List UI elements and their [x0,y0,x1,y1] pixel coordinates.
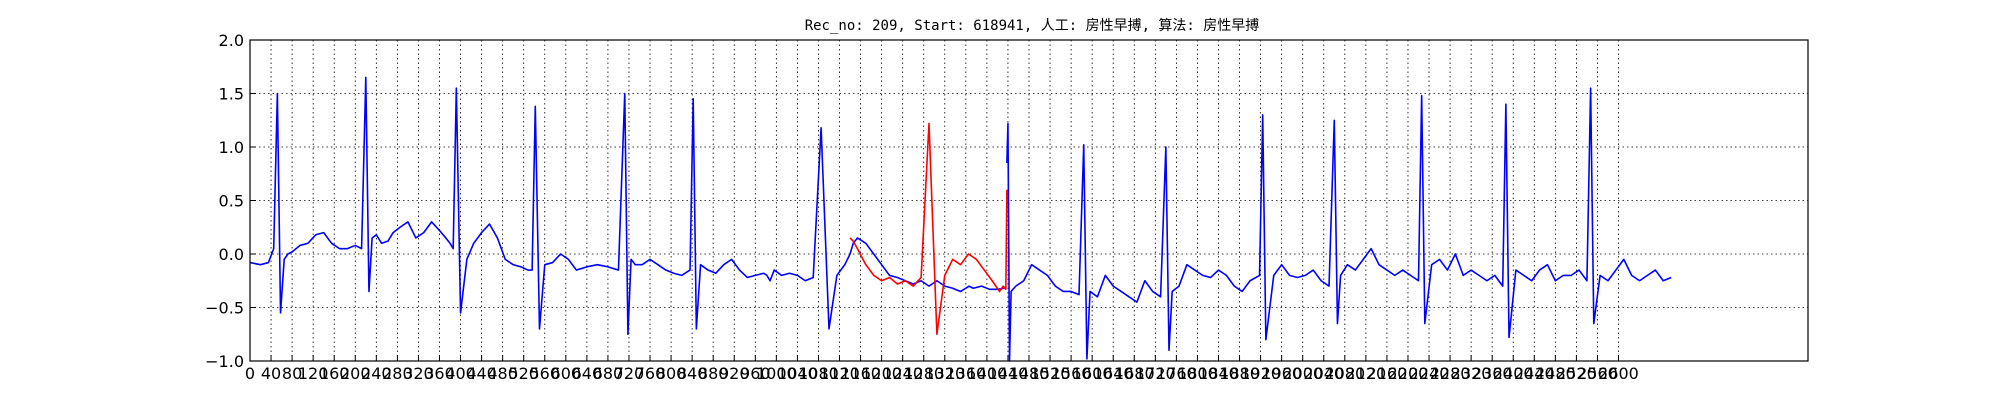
x-tick-label: 1880 [1219,364,1260,383]
x-tick-label: 520 [508,364,539,383]
x-tick-label: 2280 [1430,364,1471,383]
x-tick-label: 2120 [1346,364,1387,383]
x-tick-label: 880 [698,364,729,383]
x-tick-label: 2320 [1451,364,1492,383]
x-tick-label: 1120 [819,364,860,383]
x-tick-label: 1000 [756,364,797,383]
x-tick-label: 1360 [945,364,986,383]
x-axis-ticks: 0 40 8012016020024028032036040044048052056… [245,355,1639,383]
x-tick-label: 1480 [1009,364,1050,383]
x-tick-label: 360 [424,364,455,383]
x-tick-label: 0 [245,364,255,383]
x-tick-label: 440 [466,364,497,383]
grid-lines [250,40,1808,361]
ecg-trace-segment-1 [249,76,1005,336]
x-tick-label: 2000 [1282,364,1323,383]
y-tick-label: 0.0 [219,245,244,264]
x-tick-label: 80 [282,364,302,383]
x-tick-label: 1200 [861,364,902,383]
x-tick-label: 960 [740,364,771,383]
x-tick-label: 2520 [1556,364,1597,383]
y-tick-label: 2.0 [219,31,244,50]
x-tick-label: 1560 [1051,364,1092,383]
chart-title: Rec_no: 209, Start: 618941, 人工: 房性早搏, 算法… [805,17,1260,34]
ecg-trace-segment-2 [849,122,1008,336]
x-tick-label: 680 [593,364,624,383]
x-tick-label: 2480 [1535,364,1576,383]
x-tick-label: 1240 [882,364,923,383]
x-tick-label: 1840 [1198,364,1239,383]
x-tick-label: 2600 [1598,364,1639,383]
x-tick-label: 1080 [798,364,839,383]
x-tick-label: 240 [361,364,392,383]
y-tick-label: 1.0 [219,138,244,157]
y-axis-ticks: −1.0 −0.5 0.0 0.5 1.0 1.5 2.0 [205,31,256,371]
x-tick-label: 200 [340,364,371,383]
x-tick-label: 2400 [1493,364,1534,383]
x-tick-label: 920 [719,364,750,383]
x-tick-label: 120 [298,364,329,383]
y-tick-label: 1.5 [219,85,244,104]
x-tick-label: 1520 [1030,364,1071,383]
ecg-traces [249,76,1672,362]
x-tick-label: 2240 [1409,364,1450,383]
y-tick-label: 0.5 [219,192,244,211]
x-tick-label: 480 [487,364,518,383]
y-tick-label: −1.0 [205,352,244,371]
x-tick-label: 1040 [777,364,818,383]
x-tick-label: 280 [382,364,413,383]
x-tick-label: 720 [614,364,645,383]
x-tick-label: 1720 [1135,364,1176,383]
x-tick-label: 840 [677,364,708,383]
x-tick-label: 1960 [1261,364,1302,383]
ecg-trace-segment-3 [1006,87,1672,362]
x-tick-label: 600 [551,364,582,383]
x-tick-label: 1920 [1240,364,1281,383]
x-tick-label: 2160 [1367,364,1408,383]
x-tick-label: 2440 [1514,364,1555,383]
x-tick-label: 800 [656,364,687,383]
x-tick-label: 1640 [1093,364,1134,383]
x-tick-label: 1680 [1114,364,1155,383]
y-tick-label: −0.5 [205,299,244,318]
x-tick-label: 2360 [1472,364,1513,383]
x-tick-label: 1160 [840,364,881,383]
x-tick-label: 1760 [1156,364,1197,383]
x-tick-label: 1600 [1072,364,1113,383]
x-tick-label: 2200 [1388,364,1429,383]
x-tick-label: 1280 [903,364,944,383]
x-tick-label: 1800 [1177,364,1218,383]
x-tick-label: 400 [445,364,476,383]
x-tick-label: 760 [635,364,666,383]
x-tick-label: 640 [572,364,603,383]
x-tick-label: 2040 [1303,364,1344,383]
x-tick-label: 40 [261,364,281,383]
x-tick-label: 2560 [1577,364,1618,383]
x-tick-label: 1400 [967,364,1008,383]
x-tick-label: 1320 [924,364,965,383]
x-tick-label: 160 [319,364,350,383]
x-tick-label: 1440 [988,364,1029,383]
x-tick-label: 320 [403,364,434,383]
x-tick-label: 560 [529,364,560,383]
x-tick-label: 2080 [1324,364,1365,383]
